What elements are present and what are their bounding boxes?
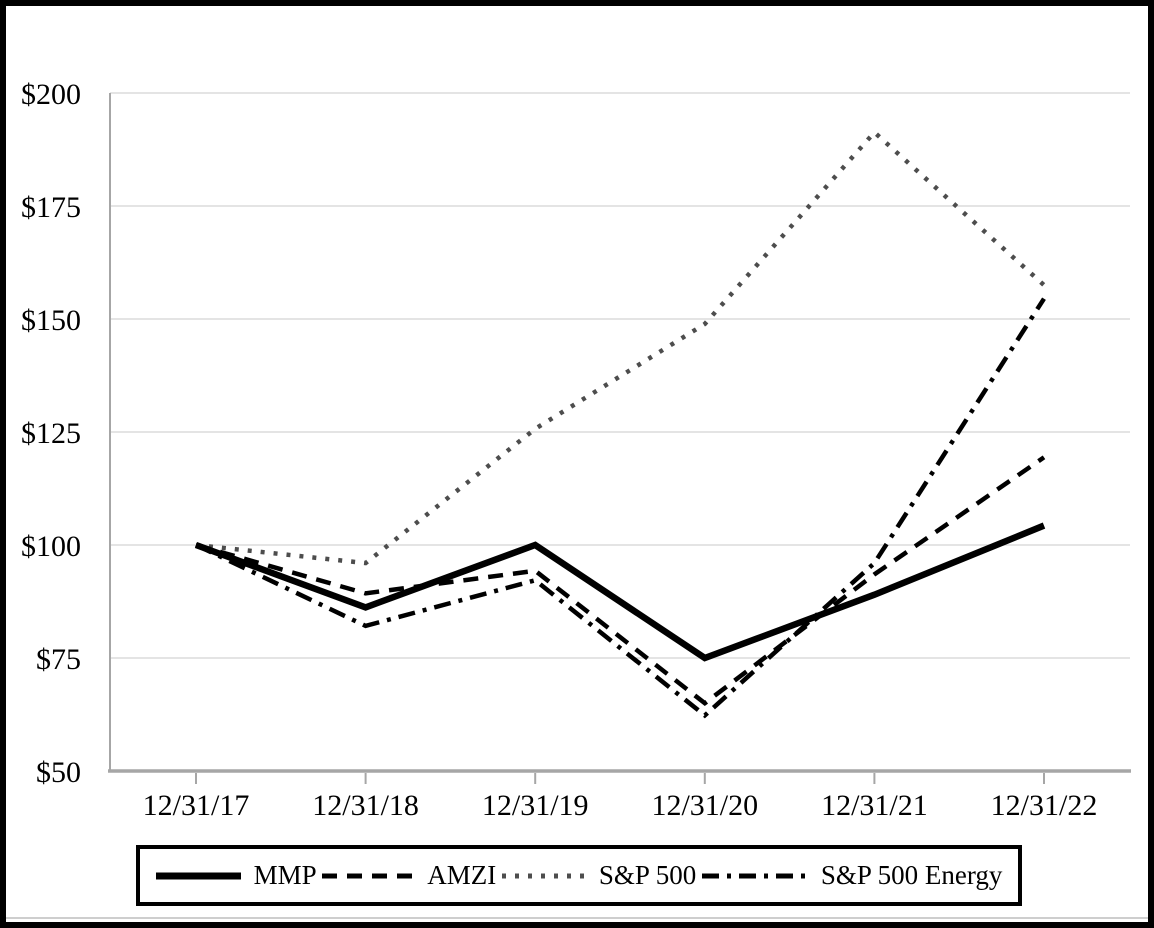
legend-item-amzi: AMZI: [322, 862, 496, 889]
x-axis-tick-label: 12/31/18: [312, 789, 419, 822]
series-line-s-p-500: [195, 129, 1046, 566]
legend-sample-amzi-line: [322, 873, 415, 878]
chart-legend: MMP AMZI S&P 500 S&P 500 Energy: [136, 845, 1022, 906]
series-line-mmp: [194, 522, 1046, 662]
x-axis-tick-label: 12/31/19: [482, 789, 589, 822]
x-axis-tick-label: 12/31/22: [991, 789, 1098, 822]
legend-label-s-p-500-energy: S&P 500 Energy: [820, 860, 1003, 890]
legend-label-amzi: AMZI: [427, 860, 497, 890]
legend-item-s-p-500: S&P 500: [501, 860, 697, 890]
x-axis-tick-label: 12/31/21: [821, 789, 928, 822]
x-axis-tick-label: 12/31/17: [143, 789, 250, 822]
legend-item-mmp: MMP: [155, 860, 317, 890]
y-axis-tick-label: $150: [21, 304, 81, 337]
y-axis-tick-label: $125: [21, 417, 81, 450]
series-line-amzi: [195, 455, 1046, 707]
legend-sample-s-p-500-line: [501, 873, 586, 878]
y-axis-tick-label: $200: [21, 78, 81, 111]
legend-sample-s-p-500-energy-line: [701, 873, 808, 878]
y-axis-tick-label: $75: [36, 643, 81, 676]
y-axis-tick-label: $175: [21, 191, 81, 224]
legend-label-s-p-500: S&P 500: [598, 860, 697, 890]
y-axis-tick-label: $100: [21, 530, 81, 563]
y-axis-tick-label: $50: [36, 756, 81, 789]
legend-sample-mmp-line: [155, 872, 241, 879]
series-line-s-p-500-energy: [195, 297, 1046, 719]
legend-item-s-p-500-energy: S&P 500 Energy: [701, 860, 1003, 890]
x-axis-tick-label: 12/31/20: [651, 789, 758, 822]
legend-label-mmp: MMP: [253, 860, 317, 890]
